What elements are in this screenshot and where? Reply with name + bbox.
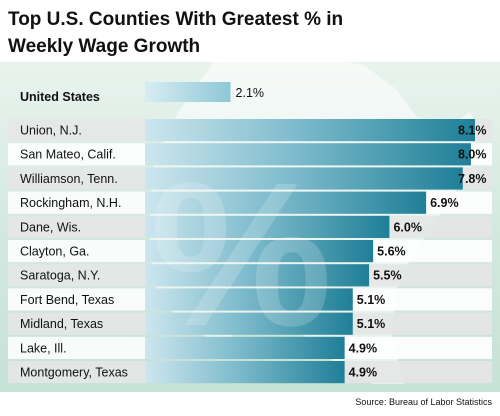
- bar: [145, 215, 390, 238]
- bar: [145, 191, 427, 214]
- bar: [145, 264, 370, 287]
- category-label: San Mateo, Calif.: [20, 148, 116, 162]
- chart-title-line-2: Weekly Wage Growth: [8, 36, 200, 57]
- value-label: 5.5%: [373, 269, 402, 283]
- value-label: 5.1%: [357, 317, 386, 331]
- reference-value-label: 2.1%: [236, 86, 264, 100]
- source-note: Source: Bureau of Labor Statistics: [355, 397, 492, 407]
- rows: [8, 119, 492, 384]
- bar: [145, 167, 463, 190]
- category-label: Lake, Ill.: [20, 341, 67, 355]
- row-band: [8, 191, 145, 214]
- row-value-band: [352, 288, 492, 311]
- reference-bar: [145, 82, 231, 102]
- row-value-band: [475, 119, 492, 142]
- row-value-band: [470, 143, 492, 166]
- bar: [145, 288, 353, 311]
- row-band: [8, 240, 145, 263]
- chart-title-line-1: Top U.S. Counties With Greatest % in: [8, 9, 343, 30]
- bar: [145, 336, 345, 359]
- row-value-band: [369, 264, 492, 287]
- value-label: 7.8%: [458, 172, 487, 186]
- row-value-band: [373, 240, 492, 263]
- row-value-band: [344, 361, 492, 384]
- reference-label: United States: [20, 90, 100, 104]
- row-value-band: [352, 312, 492, 335]
- row-band: [8, 167, 145, 190]
- category-label: Fort Bend, Texas: [20, 293, 114, 307]
- row-band: [8, 264, 145, 287]
- row-band: [8, 215, 145, 238]
- row-band: [8, 119, 145, 142]
- bar: [145, 361, 345, 384]
- bar: [145, 240, 374, 263]
- category-label: Dane, Wis.: [20, 220, 81, 234]
- bars: [145, 119, 475, 384]
- row-value-band: [344, 336, 492, 359]
- bar: [145, 312, 353, 335]
- row-value-band: [389, 215, 492, 238]
- row-band: [8, 312, 145, 335]
- value-label: 6.9%: [430, 196, 459, 210]
- row-band: [8, 143, 145, 166]
- value-label: 6.0%: [393, 220, 422, 234]
- value-label: 8.0%: [458, 148, 487, 162]
- row-band: [8, 336, 145, 359]
- category-label: Union, N.J.: [20, 124, 82, 138]
- row-band: [8, 288, 145, 311]
- category-label: Clayton, Ga.: [20, 245, 89, 259]
- value-label: 5.1%: [357, 293, 386, 307]
- value-label: 4.9%: [349, 366, 378, 380]
- row-band: [8, 361, 145, 384]
- category-label: Midland, Texas: [20, 317, 103, 331]
- category-label: Williamson, Tenn.: [20, 172, 118, 186]
- category-label: Rockingham, N.H.: [20, 196, 121, 210]
- bar: [145, 119, 475, 142]
- percent-overlay: %: [150, 140, 332, 369]
- value-label: 8.1%: [458, 124, 487, 138]
- value-label: 4.9%: [349, 341, 378, 355]
- category-label: Montgomery, Texas: [20, 366, 128, 380]
- bar: [145, 143, 471, 166]
- value-label: 5.6%: [377, 245, 406, 259]
- row-value-band: [462, 167, 492, 190]
- category-label: Saratoga, N.Y.: [20, 269, 100, 283]
- labels: Union, N.J. 8.1% San Mateo, Calif. 8.0% Will…: [20, 124, 487, 380]
- row-value-band: [426, 191, 492, 214]
